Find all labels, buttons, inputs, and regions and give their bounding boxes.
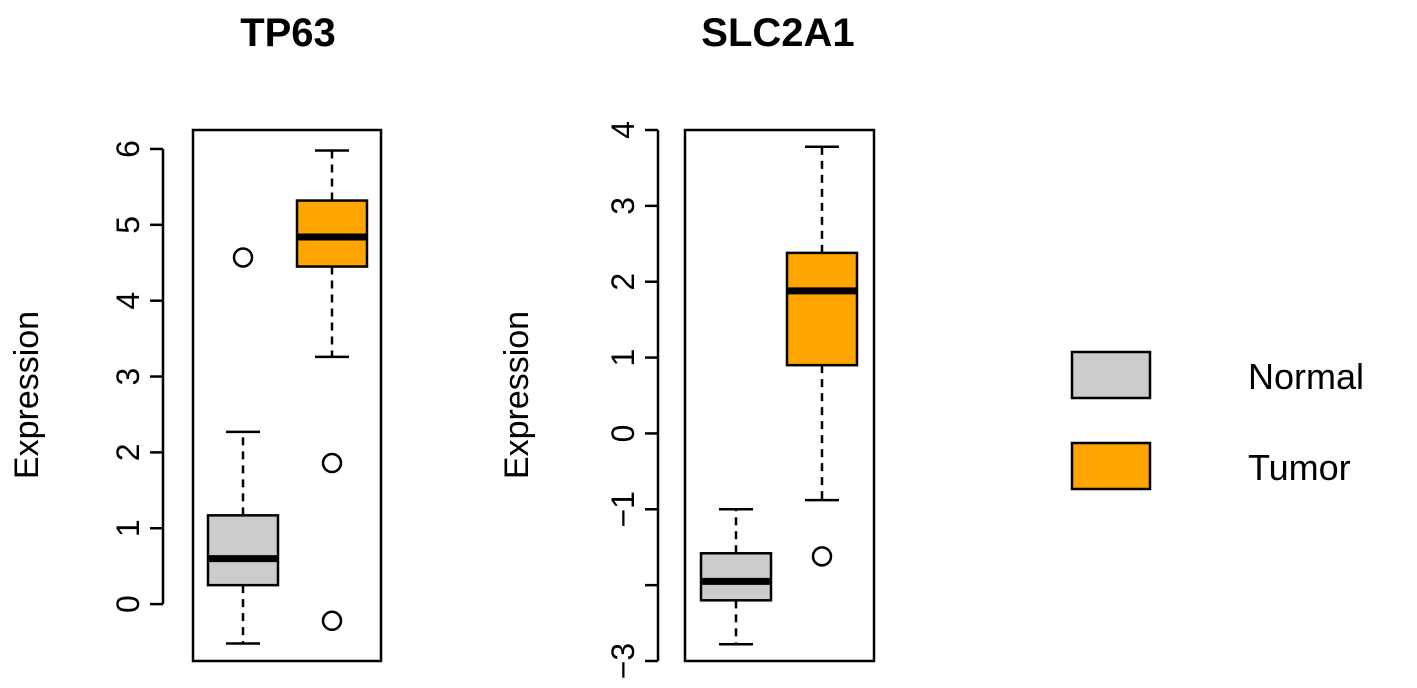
tp63-tick-label: 6	[110, 140, 146, 158]
legend-label-tumor: Tumor	[1248, 447, 1351, 488]
slc2a1-tick-label: −1	[605, 491, 641, 527]
legend-swatch-tumor	[1070, 441, 1152, 491]
tp63-normal-box	[206, 514, 280, 587]
tp63-tick-label: 0	[110, 595, 146, 613]
slc2a1-tick-label: −3	[605, 643, 641, 679]
slc2a1-tick-label: 2	[605, 273, 641, 291]
slc2a1-boxes	[699, 145, 859, 646]
slc2a1-normal-box	[699, 552, 773, 602]
tp63-tick-label: 3	[110, 368, 146, 386]
tp63-tick-label: 1	[110, 519, 146, 537]
slc2a1-title: SLC2A1	[701, 11, 854, 55]
tp63-plot-frame	[191, 128, 383, 663]
tp63-panel: TP63 Expression 0 1 2 3 4 5 6	[8, 11, 383, 663]
slc2a1-tick-label: 4	[605, 121, 641, 139]
legend-swatch-normal	[1070, 350, 1152, 400]
slc2a1-y-axis-label: Expression	[498, 311, 536, 479]
tp63-tick-label: 5	[110, 216, 146, 234]
slc2a1-tick-label: 0	[605, 425, 641, 443]
slc2a1-tick-label: 3	[605, 197, 641, 215]
legend-label-normal: Normal	[1248, 356, 1364, 397]
tp63-y-axis-label: Expression	[8, 311, 46, 479]
tp63-title: TP63	[240, 11, 336, 55]
slc2a1-tumor-outlier	[811, 546, 833, 567]
legend: Normal Tumor	[1070, 350, 1364, 491]
tp63-normal-outlier	[232, 247, 254, 268]
slc2a1-plot-frame	[683, 128, 876, 663]
tp63-tumor-outlier	[321, 452, 343, 474]
tp63-tumor-outlier	[321, 610, 343, 632]
slc2a1-tumor-box	[785, 251, 859, 367]
tp63-tick-label: 4	[110, 292, 146, 310]
slc2a1-tick-label: 1	[605, 349, 641, 367]
tp63-tick-label: 2	[110, 443, 146, 461]
tp63-y-axis: 0 1 2 3 4 5 6	[110, 140, 165, 613]
slc2a1-y-axis: −3 −1 0 1 2 3 4	[605, 121, 660, 679]
slc2a1-panel: SLC2A1 Expression −3 −1 0 1 2 3 4	[498, 11, 876, 679]
tp63-boxes	[206, 149, 369, 645]
